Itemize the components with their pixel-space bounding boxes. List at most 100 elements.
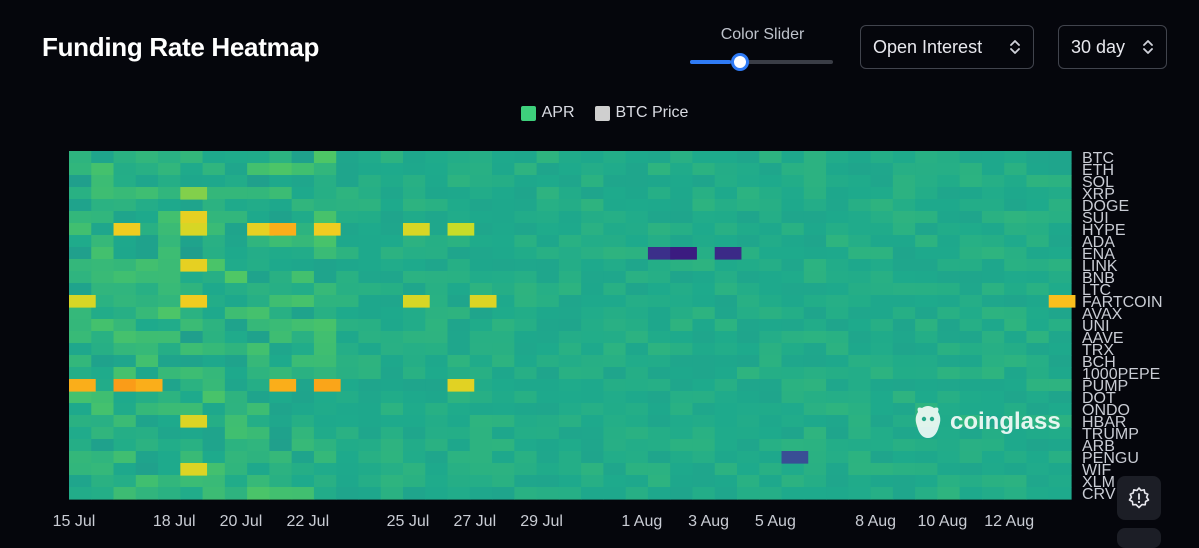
heatmap-cell: [759, 211, 783, 224]
heatmap-cell: [1004, 247, 1028, 260]
heatmap-cell: [558, 199, 582, 212]
color-slider-thumb[interactable]: [731, 53, 750, 71]
heatmap-cell: [247, 427, 270, 440]
heatmap-cell: [647, 199, 671, 212]
heatmap-cell: [180, 163, 204, 176]
heatmap-cell: [291, 247, 315, 260]
heatmap-cell: [826, 331, 849, 344]
heatmap-cell: [647, 319, 671, 332]
heatmap-cell: [981, 391, 1005, 404]
heatmap-cell: [714, 463, 738, 476]
heatmap-cell: [870, 331, 894, 344]
legend-item-apr[interactable]: APR: [520, 102, 575, 124]
legend-item-btc-price[interactable]: BTC Price: [594, 102, 688, 124]
color-slider[interactable]: Color Slider: [690, 26, 835, 76]
heatmap-cell: [603, 235, 627, 248]
heatmap-cell: [625, 427, 649, 440]
heatmap-cell: [224, 487, 248, 500]
heatmap-cell-highlight: [69, 379, 96, 392]
heatmap-cell: [469, 163, 493, 176]
heatmap-cell: [692, 175, 716, 188]
heatmap-cell: [91, 187, 115, 200]
heatmap-cell: [647, 187, 671, 200]
heatmap-cell: [803, 343, 827, 356]
heatmap-cell: [959, 307, 983, 320]
heatmap-cell: [692, 295, 716, 308]
color-slider-track[interactable]: [690, 60, 833, 64]
heatmap-cell: [536, 367, 560, 380]
heatmap-cell: [336, 151, 360, 164]
heatmap-cell: [558, 247, 582, 260]
heatmap-cell: [469, 331, 493, 344]
heatmap-cell: [848, 295, 872, 308]
heatmap-cell: [603, 295, 627, 308]
heatmap-cell: [336, 451, 360, 464]
heatmap-cell: [492, 151, 515, 164]
heatmap-cell: [536, 319, 560, 332]
heatmap-cell: [581, 331, 604, 344]
heatmap-cell: [937, 211, 961, 224]
heatmap-cell: [158, 427, 181, 440]
heatmap-cell: [291, 235, 315, 248]
heatmap-cell: [403, 175, 426, 188]
heatmap-cell: [447, 271, 471, 284]
heatmap-cell: [781, 283, 805, 296]
metric-select[interactable]: Open Interest: [860, 25, 1034, 69]
x-tick-label: 27 Jul: [453, 513, 496, 530]
heatmap-cell: [759, 283, 783, 296]
heatmap-cell: [313, 451, 337, 464]
heatmap-cell: [135, 163, 159, 176]
heatmap-cell: [647, 175, 671, 188]
heatmap-cell: [915, 331, 938, 344]
heatmap-cell: [135, 187, 159, 200]
heatmap-cell: [403, 307, 426, 320]
heatmap-chart[interactable]: BTCETHSOLXRPDOGESUIHYPEADAENALINKBNBLTCF…: [0, 0, 1199, 535]
heatmap-cell: [202, 187, 226, 200]
heatmap-cell: [158, 367, 181, 380]
heatmap-cell: [692, 247, 716, 260]
heatmap-cell: [180, 427, 204, 440]
heatmap-cell: [358, 331, 382, 344]
heatmap-cell: [113, 451, 137, 464]
heatmap-cell: [981, 175, 1005, 188]
heatmap-cell: [313, 415, 337, 428]
heatmap-cell: [492, 427, 515, 440]
heatmap-cell: [915, 235, 938, 248]
heatmap-cell: [670, 439, 694, 452]
heatmap-cell: [291, 187, 315, 200]
heatmap-cell: [670, 355, 694, 368]
heatmap-cell: [981, 295, 1005, 308]
secondary-tool-button[interactable]: [1117, 528, 1161, 548]
heatmap-cell: [447, 319, 471, 332]
heatmap-cell: [670, 175, 694, 188]
settings-button[interactable]: [1117, 476, 1161, 520]
heatmap-cell: [892, 259, 916, 272]
heatmap-cell: [135, 355, 159, 368]
heatmap-cell: [759, 199, 783, 212]
heatmap-cell: [670, 451, 694, 464]
watermark-text: coinglass: [950, 408, 1061, 435]
heatmap-cell: [647, 223, 671, 236]
y-tick-label: BCH: [1082, 354, 1116, 371]
x-tick-label: 18 Jul: [153, 513, 196, 530]
heatmap-cell: [937, 475, 961, 488]
range-select[interactable]: 30 day: [1058, 25, 1167, 69]
heatmap-cell: [425, 235, 449, 248]
heatmap-cell: [403, 427, 426, 440]
heatmap-cell: [69, 331, 92, 344]
heatmap-cell: [781, 271, 805, 284]
heatmap-cell: [91, 427, 115, 440]
heatmap-cell: [269, 151, 293, 164]
y-tick-label: HBAR: [1082, 414, 1126, 431]
heatmap-cell: [358, 319, 382, 332]
heatmap-cell: [1026, 463, 1050, 476]
heatmap-cell: [224, 187, 248, 200]
heatmap-cell: [603, 259, 627, 272]
heatmap-cell: [670, 283, 694, 296]
heatmap-cell: [403, 187, 426, 200]
heatmap-cell: [803, 415, 827, 428]
heatmap-cell: [135, 235, 159, 248]
heatmap-cell: [759, 463, 783, 476]
heatmap-cell: [848, 175, 872, 188]
heatmap-cell: [959, 403, 983, 416]
